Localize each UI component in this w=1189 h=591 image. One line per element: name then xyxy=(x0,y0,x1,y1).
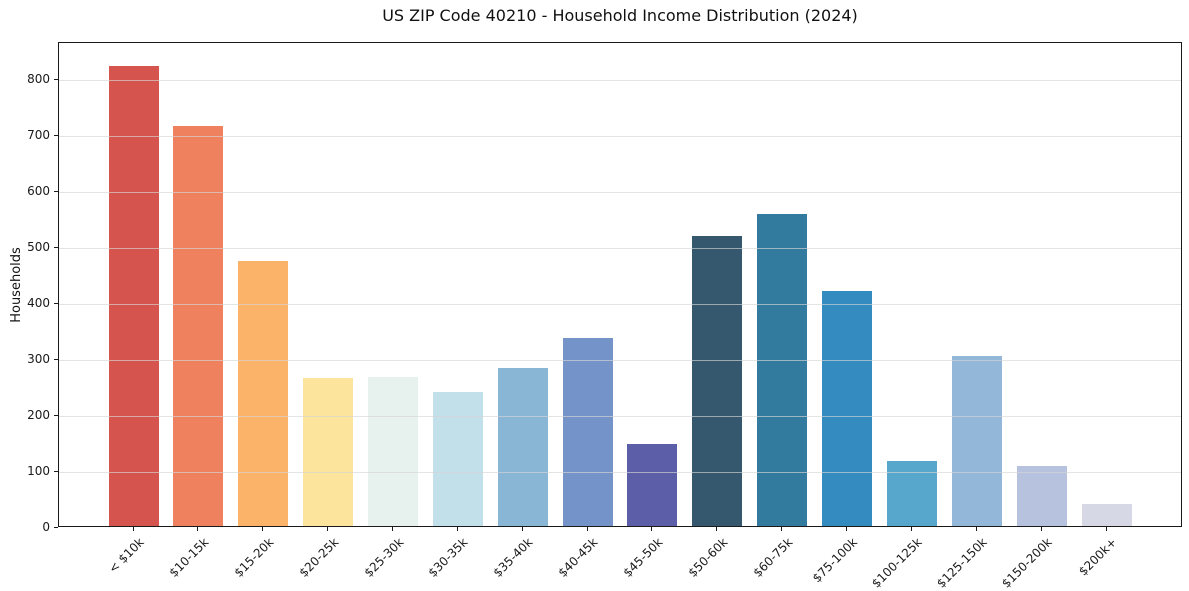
x-tick-label: $25-30k xyxy=(361,535,406,580)
x-tick-label: $10-15k xyxy=(166,535,212,580)
y-tick-mark xyxy=(54,414,58,416)
gridline xyxy=(59,247,1181,249)
y-tick-label: 700 xyxy=(27,127,50,142)
bar xyxy=(757,214,808,526)
y-tick-mark xyxy=(54,302,58,304)
x-tick-mark xyxy=(846,527,848,531)
x-tick-mark xyxy=(262,527,264,531)
y-tick-label: 600 xyxy=(27,183,50,198)
bar xyxy=(432,391,483,526)
bar xyxy=(367,377,418,526)
x-tick-label: $45-50k xyxy=(620,535,666,580)
x-tick-label: $30-35k xyxy=(425,535,471,580)
bar xyxy=(303,377,354,526)
y-tick-mark xyxy=(54,358,58,360)
y-tick-label: 300 xyxy=(27,351,50,366)
y-tick-label: 500 xyxy=(27,239,50,254)
bar xyxy=(108,65,159,526)
x-tick-mark xyxy=(975,527,977,531)
gridline xyxy=(59,303,1181,305)
bar xyxy=(562,338,613,526)
x-tick-mark xyxy=(781,527,783,531)
x-tick-label: $150-200k xyxy=(998,535,1055,591)
x-tick-label: $15-20k xyxy=(231,535,277,580)
y-tick-mark xyxy=(54,470,58,472)
x-tick-label: $125-150k xyxy=(934,535,990,591)
bar xyxy=(822,291,873,526)
gridline xyxy=(59,79,1181,81)
x-tick-mark xyxy=(197,527,199,531)
y-tick-label: 100 xyxy=(27,463,50,478)
x-tick-label: $40-45k xyxy=(555,535,601,580)
y-tick-label: 400 xyxy=(27,295,50,310)
x-tick-mark xyxy=(132,527,134,531)
x-tick-label: $20-25k xyxy=(296,535,342,580)
gridline xyxy=(59,359,1181,361)
x-tick-mark xyxy=(1040,527,1042,531)
x-tick-mark xyxy=(521,527,523,531)
x-tick-mark xyxy=(586,527,588,531)
y-tick-mark xyxy=(54,190,58,192)
y-tick-mark xyxy=(54,527,58,528)
x-tick-label: $50-60k xyxy=(685,535,731,580)
x-tick-mark xyxy=(1105,527,1107,531)
gridlines-layer xyxy=(59,43,1181,526)
y-tick-label: 200 xyxy=(27,407,50,422)
gridline xyxy=(59,191,1181,193)
x-tick-label: $100-125k xyxy=(869,535,925,591)
x-tick-mark xyxy=(327,527,329,531)
y-tick-label: 0 xyxy=(42,520,50,534)
x-tick-mark xyxy=(651,527,653,531)
gridline xyxy=(59,415,1181,417)
bar xyxy=(1081,503,1132,526)
x-tick-mark xyxy=(910,527,912,531)
x-tick-mark xyxy=(391,527,393,531)
bar xyxy=(497,367,548,526)
bar xyxy=(951,356,1002,526)
y-axis-label: Households xyxy=(9,247,24,323)
x-tick-label: $35-40k xyxy=(490,535,536,580)
x-tick-label: $200k+ xyxy=(1075,535,1120,579)
bar xyxy=(692,236,743,526)
y-tick-mark xyxy=(54,246,58,248)
bar xyxy=(1016,465,1067,526)
x-tick-label: < $10k xyxy=(105,535,147,576)
bar xyxy=(886,461,937,526)
x-tick-mark xyxy=(456,527,458,531)
bar xyxy=(627,443,678,526)
y-tick-mark xyxy=(54,78,58,80)
bar xyxy=(238,261,289,526)
chart-title: US ZIP Code 40210 - Household Income Dis… xyxy=(382,6,858,25)
x-tick-label: $75-100k xyxy=(809,535,860,586)
x-tick-mark xyxy=(716,527,718,531)
gridline xyxy=(59,135,1181,137)
y-tick-mark xyxy=(54,134,58,136)
plot-area xyxy=(58,42,1182,527)
gridline xyxy=(59,471,1181,473)
x-tick-label: $60-75k xyxy=(750,535,796,580)
y-tick-label: 800 xyxy=(27,71,50,86)
